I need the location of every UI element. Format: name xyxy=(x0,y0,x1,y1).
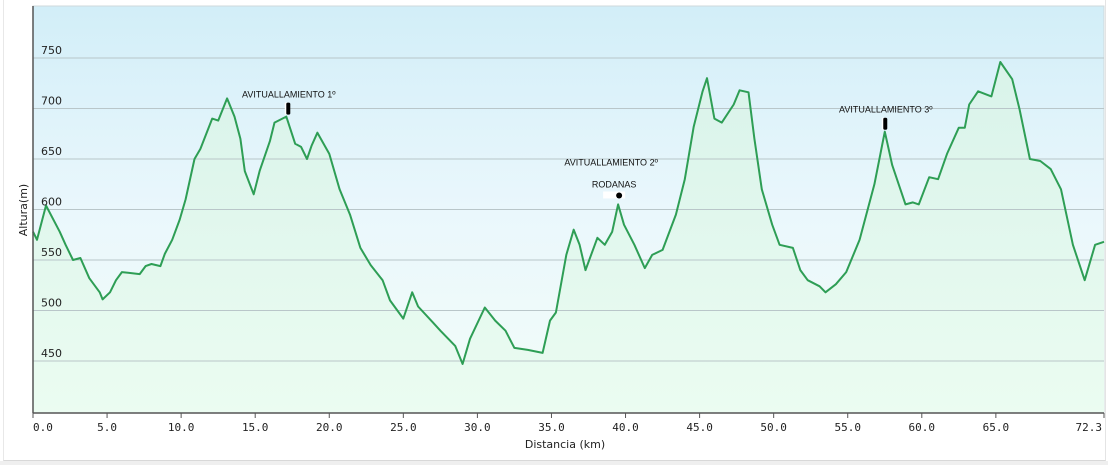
y-tick-label: 650 xyxy=(41,145,62,158)
x-tick-label: 60.0 xyxy=(909,421,936,434)
y-tick-label: 700 xyxy=(41,95,62,108)
x-tick-label: 72.3 xyxy=(1076,421,1103,434)
x-tick-label: 5.0 xyxy=(97,421,117,434)
y-tick-label: 500 xyxy=(41,297,62,310)
x-tick-label: 50.0 xyxy=(760,421,787,434)
annotations: AVITUALLAMIENTO 1º AVITUALLAMIENTO 2º RODA… xyxy=(242,90,933,199)
feed-station-label: AVITUALLAMIENTO 1º xyxy=(242,90,336,100)
feed-station-marker[interactable] xyxy=(883,117,888,130)
x-tick-label: 55.0 xyxy=(834,421,861,434)
y-axis-ticks: 450 500 550 600 650 700 750 xyxy=(41,44,62,360)
feed-station-label: AVITUALLAMIENTO 2º xyxy=(564,157,658,167)
elevation-area xyxy=(33,62,1104,413)
x-tick-label: 65.0 xyxy=(983,421,1010,434)
x-tick-label: 25.0 xyxy=(390,421,417,434)
feed-station-label: AVITUALLAMIENTO 3º xyxy=(839,105,933,115)
y-tick-label: 600 xyxy=(41,196,62,209)
x-tick-label: 30.0 xyxy=(464,421,491,434)
x-axis-label: Distancia (km) xyxy=(525,438,605,451)
x-tick-label: 40.0 xyxy=(612,421,639,434)
gridlines-overlay xyxy=(33,57,1104,362)
y-axis-label: Altura(m) xyxy=(17,184,30,236)
x-tick-label: 10.0 xyxy=(168,421,195,434)
marker-highlight xyxy=(603,191,626,199)
elevation-line xyxy=(32,61,1105,365)
feed-station-marker[interactable] xyxy=(616,192,623,199)
x-tick-label: 15.0 xyxy=(242,421,269,434)
y-tick-label: 450 xyxy=(41,347,62,360)
feed-station-sublabel: RODANAS xyxy=(592,179,637,189)
y-tick-label: 550 xyxy=(41,246,62,259)
footer-strip xyxy=(0,461,1108,465)
x-axis-ticks: 0.0 5.0 10.0 15.0 20.0 25.0 30.0 35.0 40.0 45.0 50… xyxy=(32,413,1105,434)
x-tick-label: 20.0 xyxy=(316,421,343,434)
x-tick-label: 35.0 xyxy=(538,421,565,434)
y-tick-label: 750 xyxy=(41,44,62,57)
feed-station-marker[interactable] xyxy=(286,102,291,115)
x-tick-label: 45.0 xyxy=(686,421,713,434)
x-tick-label: 0.0 xyxy=(33,421,53,434)
